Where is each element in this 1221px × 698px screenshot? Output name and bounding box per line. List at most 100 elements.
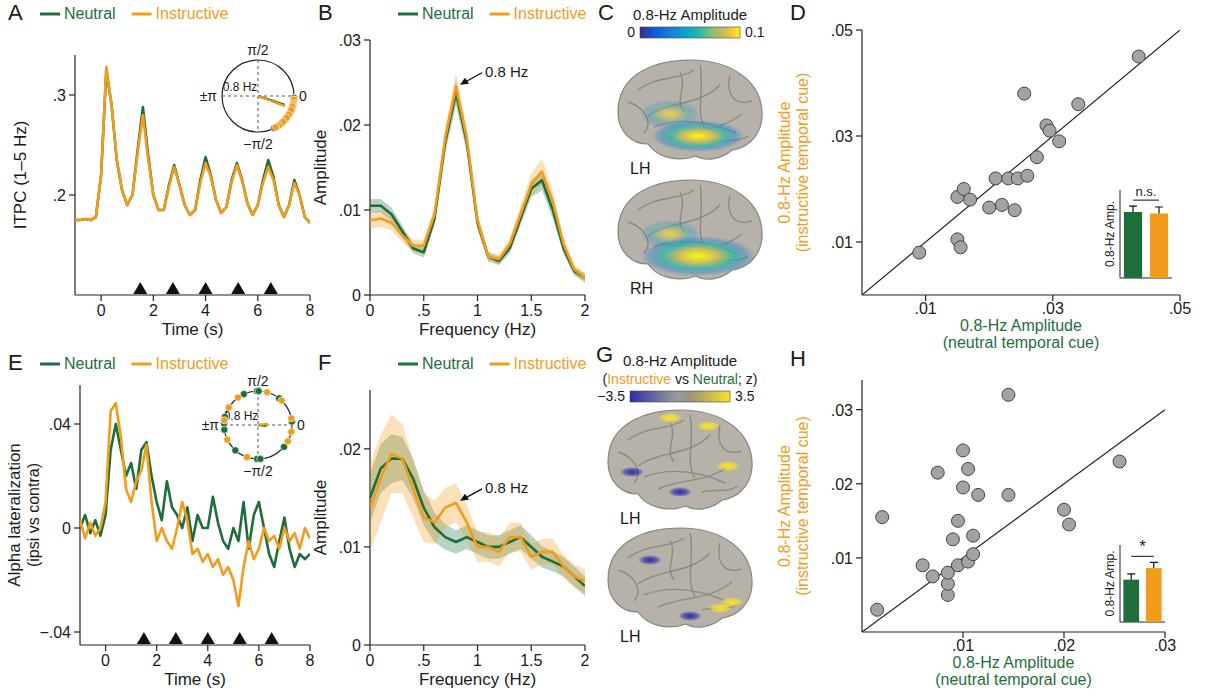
- phase-dot: [234, 394, 241, 401]
- legend-swatch: [490, 13, 510, 16]
- legend-swatch: [398, 363, 418, 366]
- brain-surface: [618, 60, 762, 159]
- mean-vector: [258, 424, 268, 425]
- stimulus-marker: [201, 632, 215, 644]
- x-tick-label: .05: [1169, 300, 1191, 317]
- y-tick: [856, 409, 862, 410]
- inset-bar: [1146, 568, 1162, 622]
- error-band: [370, 72, 585, 283]
- subject-point: [913, 246, 926, 259]
- x-axis-subtitle: (neutral temporal cue): [935, 671, 1092, 688]
- y-tick-label: .01: [339, 202, 361, 219]
- panel-letter: H: [790, 346, 806, 371]
- x-axis-title: Frequency (Hz): [419, 670, 536, 689]
- gyrus: [719, 425, 742, 452]
- subject-point: [871, 603, 884, 616]
- y-tick: [364, 39, 370, 40]
- x-axis-title: Time (s): [162, 320, 224, 339]
- y-tick: [364, 209, 370, 210]
- subject-point: [951, 514, 964, 527]
- phase-dot: [232, 447, 239, 454]
- phase-dot: [221, 417, 228, 424]
- legend-swatch: [132, 13, 152, 16]
- gyrus: [690, 415, 695, 478]
- series-line: [370, 93, 585, 278]
- brain-view: [608, 410, 752, 509]
- x-tick: [584, 645, 585, 651]
- scatter-panel: H.01.02.03.01.02.030.8-Hz Amplitude(neut…: [776, 346, 1176, 688]
- x-tick-label: .5: [417, 302, 430, 319]
- plot-area: [370, 72, 585, 283]
- x-axis-title: 0.8-Hz Amplitude: [953, 654, 1075, 671]
- x-tick: [531, 645, 532, 651]
- angle-label: π/2: [247, 373, 269, 389]
- y-tick-label: .02: [831, 476, 853, 493]
- error-bar: [1127, 574, 1135, 580]
- scatter-panel: D.01.03.05.01.03.050.8-Hz Amplitude(neut…: [776, 0, 1191, 351]
- subject-point: [962, 462, 975, 475]
- subject-point: [957, 444, 970, 457]
- subject-point: [954, 241, 967, 254]
- y-tick: [856, 241, 862, 242]
- plot-area: [862, 30, 1180, 295]
- gyrus: [670, 540, 674, 580]
- subject-point: [1008, 204, 1021, 217]
- phase-dot: [272, 124, 279, 131]
- y-tick-label: .02: [339, 117, 361, 134]
- y-tick: [856, 557, 862, 558]
- y-tick-label: 0: [62, 520, 71, 537]
- colorbar: [630, 391, 730, 402]
- angle-label: −π/2: [243, 136, 273, 152]
- y-tick-label: .03: [339, 32, 361, 49]
- line-panel: E−.040.0402468Time (s)Alpha lateralizati…: [5, 350, 315, 689]
- colorbar-tick-label: 0: [627, 24, 635, 40]
- brain-surface: [608, 410, 752, 509]
- x-tick: [477, 295, 478, 301]
- x-tick-label: 0: [97, 302, 106, 319]
- line-panel: B0.01.02.030.511.52Frequency (Hz)Amplitu…: [311, 0, 590, 339]
- x-tick-label: 2: [149, 302, 158, 319]
- polar-axis: [224, 425, 292, 426]
- significance-label: *: [1139, 537, 1146, 556]
- brain-view: [618, 60, 762, 159]
- polar-circle: [224, 391, 292, 459]
- gyrus: [690, 533, 695, 596]
- y-tick-label: .03: [831, 128, 853, 145]
- y-tick: [364, 294, 370, 295]
- subject-point: [1002, 488, 1015, 501]
- x-tick: [258, 645, 259, 651]
- text-part: Instructive: [607, 371, 671, 387]
- subject-point: [916, 559, 929, 572]
- angle-label: −π/2: [243, 463, 273, 479]
- x-tick-label: 8: [306, 302, 315, 319]
- error-band: [370, 415, 585, 594]
- subject-point: [967, 529, 980, 542]
- activation: [716, 461, 740, 471]
- y-tick: [856, 135, 862, 136]
- x-tick-label: 2: [581, 652, 590, 669]
- gyrus: [628, 420, 684, 440]
- y-tick-label: .01: [831, 550, 853, 567]
- phase-dot: [257, 455, 264, 462]
- subject-point: [1030, 151, 1043, 164]
- subject-point: [1063, 518, 1076, 531]
- stimulus-marker: [133, 282, 147, 294]
- line-panel: F0.01.020.511.52Frequency (Hz)AmplitudeN…: [311, 350, 590, 689]
- x-tick: [369, 645, 370, 651]
- y-axis: [74, 55, 75, 295]
- gyrus: [638, 70, 694, 90]
- hemisphere-label: LH: [620, 628, 640, 645]
- x-tick-label: .01: [952, 637, 974, 654]
- text-part: Neutral: [693, 371, 738, 387]
- y-axis-title: Amplitude: [311, 130, 330, 206]
- subject-point: [946, 533, 959, 546]
- error-bar: [1150, 562, 1158, 568]
- annotation: 0.8 Hz: [485, 479, 528, 496]
- x-axis-subtitle: (neutral temporal cue): [943, 334, 1100, 351]
- y-axis: [369, 40, 370, 295]
- x-tick-label: 4: [203, 652, 212, 669]
- text-part: ; z): [738, 371, 757, 387]
- legend-swatch: [132, 363, 152, 366]
- identity-line: [862, 30, 1180, 295]
- y-tick-label: .04: [49, 416, 71, 433]
